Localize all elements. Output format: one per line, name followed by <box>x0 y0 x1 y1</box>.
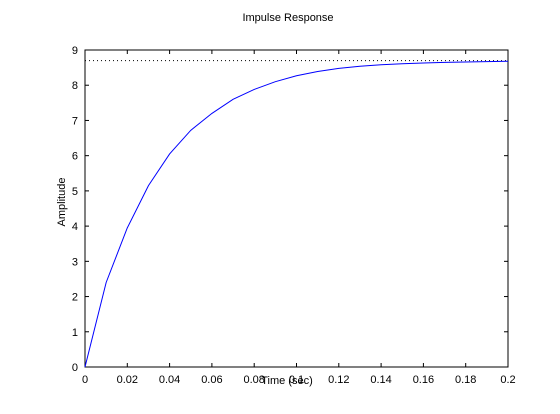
plot-area <box>84 49 509 368</box>
x-tick-label: 0.16 <box>413 374 434 386</box>
x-axis-ticks: 0 0.02 0.04 0.06 0.08 0.1 0.12 0.14 0.16 0.18 0.2 <box>82 50 516 386</box>
y-tick-label: 4 <box>72 221 78 233</box>
y-axis-label: Amplitude <box>56 178 68 227</box>
chart-title: Impulse Response <box>242 12 333 24</box>
y-tick-label: 8 <box>72 80 78 92</box>
y-tick-label: 1 <box>72 327 78 339</box>
y-tick-label: 9 <box>72 45 78 57</box>
y-tick-label: 2 <box>72 292 78 304</box>
x-tick-label: 0.12 <box>328 374 349 386</box>
x-tick-label: 0.08 <box>243 374 264 386</box>
y-tick-label: 7 <box>72 115 78 127</box>
x-tick-label: 0 <box>82 374 88 386</box>
x-tick-label: 0.1 <box>289 374 304 386</box>
y-tick-label: 3 <box>72 256 78 268</box>
y-tick-label: 5 <box>72 186 78 198</box>
x-tick-label: 0.02 <box>117 374 138 386</box>
x-axis-label: Time (sec) <box>261 375 313 387</box>
x-tick-label: 0.04 <box>159 374 180 386</box>
y-tick-label: 0 <box>72 362 78 374</box>
x-tick-label: 0.2 <box>500 374 515 386</box>
x-tick-label: 0.18 <box>455 374 476 386</box>
x-tick-label: 0.14 <box>370 374 391 386</box>
x-tick-label: 0.06 <box>201 374 222 386</box>
impulse-response-curve <box>84 60 509 368</box>
y-axis-ticks: 0 1 2 3 4 5 6 7 8 9 <box>72 45 508 374</box>
y-tick-label: 6 <box>72 151 78 163</box>
